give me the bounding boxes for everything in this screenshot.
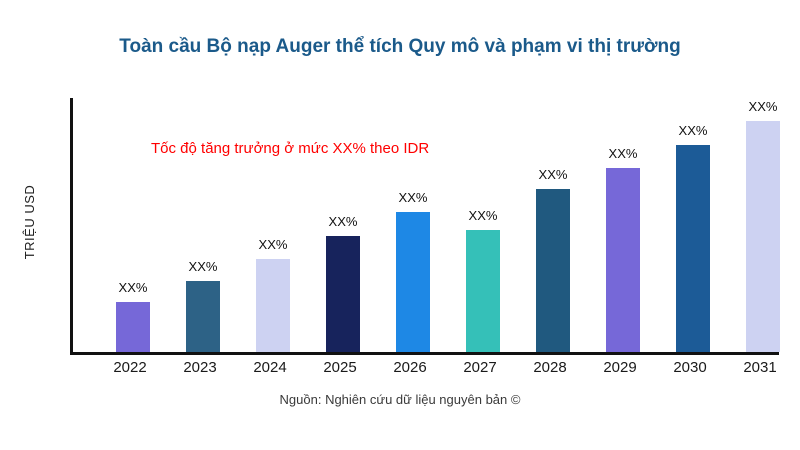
x-tick-2031: 2031 bbox=[743, 359, 777, 376]
x-tick-2023: 2023 bbox=[183, 359, 217, 376]
bar-value-label-2024: XX% bbox=[258, 237, 288, 252]
y-axis-label: TRIỆU USD bbox=[22, 184, 37, 260]
x-tick-2028: 2028 bbox=[533, 359, 567, 376]
bar-value-label-2022: XX% bbox=[118, 280, 148, 295]
bar-value-label-2028: XX% bbox=[538, 167, 568, 182]
bar-2024 bbox=[256, 259, 290, 352]
x-tick-2025: 2025 bbox=[323, 359, 357, 376]
x-tick-2022: 2022 bbox=[113, 359, 147, 376]
bar-value-label-2031: XX% bbox=[748, 99, 778, 114]
x-tick-2024: 2024 bbox=[253, 359, 287, 376]
x-tick-2027: 2027 bbox=[463, 359, 497, 376]
x-tick-2029: 2029 bbox=[603, 359, 637, 376]
bar-2022 bbox=[116, 302, 150, 352]
bar-value-label-2026: XX% bbox=[398, 190, 428, 205]
growth-annotation: Tốc độ tăng trưởng ở mức XX% theo IDR bbox=[151, 140, 430, 157]
bar-2027 bbox=[466, 230, 500, 352]
bar-2031 bbox=[746, 121, 780, 352]
bar-2026 bbox=[396, 212, 430, 352]
source-note: Nguồn: Nghiên cứu dữ liệu nguyên bản © bbox=[279, 392, 521, 407]
chart-title: Toàn cầu Bộ nạp Auger thể tích Quy mô và… bbox=[119, 36, 681, 57]
bar-2029 bbox=[606, 168, 640, 352]
bar-2028 bbox=[536, 189, 570, 352]
x-tick-2026: 2026 bbox=[393, 359, 427, 376]
plot-area: Tốc độ tăng trưởng ở mức XX% theo IDR XX… bbox=[70, 98, 780, 355]
x-tick-2030: 2030 bbox=[673, 359, 707, 376]
bar-value-label-2027: XX% bbox=[468, 208, 498, 223]
bar-value-label-2029: XX% bbox=[608, 146, 638, 161]
bar-2025 bbox=[326, 236, 360, 352]
bar-value-label-2030: XX% bbox=[678, 123, 708, 138]
bar-value-label-2025: XX% bbox=[328, 214, 358, 229]
bar-value-label-2023: XX% bbox=[188, 259, 218, 274]
bar-2023 bbox=[186, 281, 220, 352]
bar-2030 bbox=[676, 145, 710, 352]
